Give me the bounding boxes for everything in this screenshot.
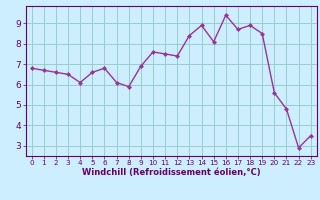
X-axis label: Windchill (Refroidissement éolien,°C): Windchill (Refroidissement éolien,°C) — [82, 168, 260, 177]
